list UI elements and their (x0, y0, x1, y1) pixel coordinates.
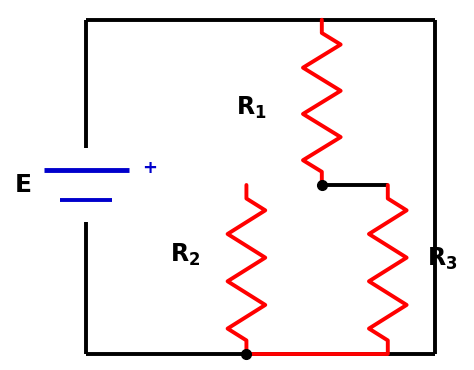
Text: $\mathbf{R_2}$: $\mathbf{R_2}$ (170, 242, 201, 268)
Text: +: + (142, 159, 157, 178)
Text: $\mathbf{R_1}$: $\mathbf{R_1}$ (236, 95, 266, 121)
Text: $\mathbf{E}$: $\mathbf{E}$ (14, 173, 31, 197)
Text: $\mathbf{R_3}$: $\mathbf{R_3}$ (427, 245, 457, 272)
